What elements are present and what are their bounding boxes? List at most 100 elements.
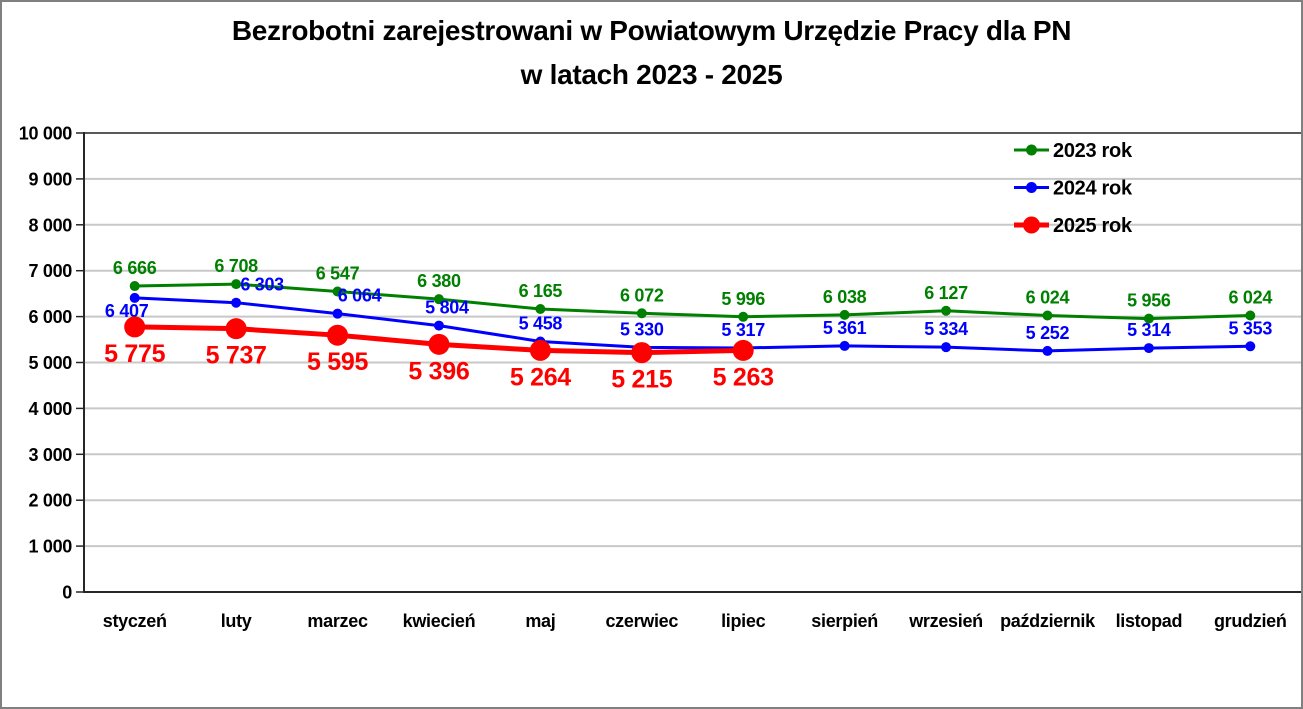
data-label: 6 547 — [316, 263, 360, 283]
x-axis-label: czerwiec — [605, 611, 678, 631]
data-label: 5 804 — [425, 298, 469, 318]
x-axis-label: listopad — [1116, 611, 1183, 631]
data-label: 5 996 — [721, 289, 765, 309]
data-point-marker — [1042, 345, 1053, 356]
series-line — [133, 282, 1252, 321]
data-point-marker — [1143, 313, 1154, 324]
legend-marker-dot — [1023, 216, 1040, 234]
data-point-marker — [839, 309, 850, 320]
legend-item-2023-rok: 2023 rok — [1014, 140, 1133, 162]
data-point-marker — [839, 340, 850, 351]
legend-label: 2024 rok — [1053, 178, 1133, 200]
data-point-marker — [332, 308, 343, 319]
data-point-marker — [529, 339, 551, 361]
data-point-marker — [327, 324, 349, 346]
data-point-marker — [1245, 341, 1256, 352]
data-label: 6 303 — [240, 275, 284, 295]
y-axis-label: 8 000 — [28, 215, 72, 235]
y-axis-label: 1 000 — [28, 537, 72, 557]
data-label: 6 407 — [105, 301, 149, 321]
data-point-marker — [1143, 343, 1154, 354]
data-point-marker — [636, 308, 647, 319]
series-line — [133, 296, 1252, 353]
data-point-marker — [631, 342, 653, 364]
data-label: 6 072 — [620, 285, 664, 305]
y-axis-label: 3 000 — [28, 445, 72, 465]
x-axis-label: grudzień — [1214, 611, 1287, 631]
data-point-marker — [231, 297, 242, 308]
data-point-marker — [738, 311, 749, 322]
x-axis-label: kwiecień — [403, 611, 476, 631]
data-point-marker — [535, 304, 546, 315]
y-axis-label: 6 000 — [28, 307, 72, 327]
data-point-marker — [732, 339, 754, 361]
data-point-marker — [433, 294, 444, 305]
legend-label: 2025 rok — [1053, 215, 1133, 237]
y-axis-label: 0 — [62, 583, 72, 603]
y-axis-label: 7 000 — [28, 261, 72, 281]
x-axis-label: lipiec — [721, 611, 766, 631]
data-label: 6 380 — [417, 271, 461, 291]
data-point-marker — [428, 333, 450, 355]
data-point-marker — [1245, 310, 1256, 321]
series-2025-rok: 5 775 5 737 5 595 5 396 5 264 5 215 5 263 — [104, 316, 774, 394]
data-label: 5 361 — [823, 318, 867, 338]
data-label: 6 064 — [338, 286, 382, 306]
x-axis-label: sierpień — [811, 611, 878, 631]
data-label: 5 737 — [206, 342, 267, 370]
data-label: 6 024 — [1026, 287, 1070, 307]
data-label: 5 252 — [1026, 323, 1070, 343]
data-point-marker — [129, 281, 140, 292]
data-label: 6 024 — [1229, 287, 1273, 307]
data-point-marker — [1042, 310, 1053, 321]
legend-marker-dot — [1026, 182, 1037, 193]
y-axis-label: 5 000 — [28, 353, 72, 373]
chart-title: Bezrobotni zarejestrowani w Powiatowym U… — [2, 9, 1301, 97]
data-point-marker — [941, 305, 952, 316]
data-label: 5 595 — [307, 348, 368, 376]
data-label: 5 264 — [510, 363, 571, 391]
data-point-marker — [129, 292, 140, 303]
gridlines — [84, 177, 1301, 548]
legend-item-2024-rok: 2024 rok — [1014, 178, 1133, 200]
data-point-marker — [225, 318, 247, 340]
x-axis-label: luty — [221, 611, 252, 631]
data-label: 5 263 — [713, 363, 774, 391]
legend: 2023 rok 2024 rok 2025 rok — [1014, 140, 1133, 237]
data-label: 5 775 — [104, 340, 165, 368]
data-label: 5 458 — [519, 313, 563, 333]
x-axis: styczeń luty marzec kwiecień maj czerwiec lipi… — [103, 611, 1287, 631]
legend-label: 2023 rok — [1053, 140, 1133, 162]
data-label: 6 165 — [519, 281, 563, 301]
data-label: 5 317 — [721, 320, 765, 340]
data-point-marker — [231, 279, 242, 290]
data-label: 6 038 — [823, 287, 867, 307]
chart-title-line2: w latach 2023 - 2025 — [520, 59, 783, 90]
data-label: 5 314 — [1127, 320, 1171, 340]
x-axis-label: marzec — [307, 611, 368, 631]
x-axis-label: maj — [525, 611, 555, 631]
x-axis-label: październik — [1000, 611, 1096, 631]
data-label: 6 127 — [924, 283, 968, 303]
data-label: 5 330 — [620, 319, 664, 339]
chart-title-line1: Bezrobotni zarejestrowani w Powiatowym U… — [231, 15, 1072, 46]
data-point-marker — [332, 286, 343, 297]
data-point-marker — [124, 316, 146, 338]
data-label: 5 353 — [1229, 318, 1273, 338]
y-axis-label: 2 000 — [28, 491, 72, 511]
legend-marker-dot — [1026, 144, 1037, 156]
x-axis-label: wrzesień — [908, 611, 983, 631]
data-label: 6 708 — [214, 256, 258, 276]
y-axis: 0 1 000 2 000 3 000 4 000 5 000 6 000 7 000 8 00… — [19, 124, 84, 603]
data-point-marker — [941, 342, 952, 353]
x-axis-label: styczeń — [103, 611, 167, 631]
data-label: 5 396 — [408, 357, 469, 385]
y-axis-label: 10 000 — [19, 124, 73, 144]
data-label: 5 334 — [924, 319, 968, 339]
data-point-marker — [433, 320, 444, 331]
data-label: 6 666 — [113, 258, 157, 278]
series-2023-rok: 6 666 6 708 6 547 6 380 6 165 6 072 5 996 6 038… — [113, 256, 1273, 324]
data-label: 5 956 — [1127, 291, 1171, 311]
